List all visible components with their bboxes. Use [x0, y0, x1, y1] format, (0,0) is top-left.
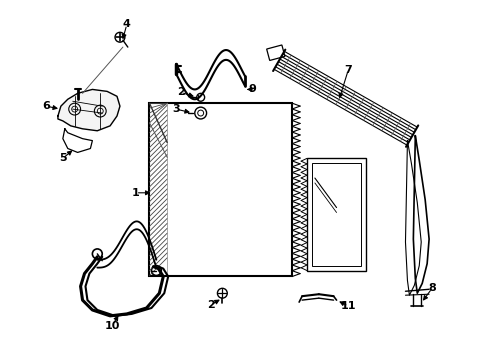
Text: 5: 5 — [59, 153, 66, 163]
Text: 8: 8 — [427, 283, 435, 293]
Bar — [311, 163, 361, 266]
Text: 11: 11 — [340, 301, 355, 311]
Bar — [149, 103, 292, 276]
Polygon shape — [58, 89, 120, 131]
Text: 4: 4 — [122, 19, 130, 30]
Text: 10: 10 — [104, 321, 120, 331]
Bar — [306, 158, 366, 271]
Text: 3: 3 — [172, 104, 180, 114]
Text: 6: 6 — [42, 101, 50, 111]
Text: 9: 9 — [247, 84, 255, 94]
Text: 2: 2 — [206, 300, 214, 310]
Text: 7: 7 — [344, 65, 351, 75]
Text: 2: 2 — [177, 87, 184, 97]
Bar — [266, 45, 285, 60]
Text: 1: 1 — [132, 188, 139, 198]
